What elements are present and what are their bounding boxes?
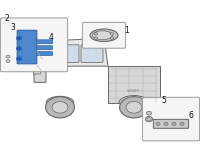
Ellipse shape — [92, 31, 112, 40]
Text: 1: 1 — [125, 26, 129, 35]
Circle shape — [156, 122, 160, 125]
Circle shape — [16, 47, 22, 50]
Polygon shape — [108, 66, 160, 103]
Circle shape — [164, 122, 168, 125]
Circle shape — [6, 60, 10, 62]
Circle shape — [94, 37, 98, 40]
Polygon shape — [34, 63, 46, 82]
FancyBboxPatch shape — [37, 52, 52, 55]
Circle shape — [126, 101, 142, 113]
Text: 6: 6 — [189, 111, 193, 120]
Circle shape — [110, 37, 114, 40]
Circle shape — [147, 118, 151, 121]
Circle shape — [6, 55, 10, 58]
Text: 3: 3 — [11, 23, 15, 32]
Ellipse shape — [90, 29, 118, 42]
Text: NISSAN: NISSAN — [127, 89, 140, 93]
FancyBboxPatch shape — [0, 18, 68, 72]
FancyBboxPatch shape — [33, 66, 41, 74]
FancyBboxPatch shape — [81, 45, 103, 62]
Text: 5: 5 — [162, 96, 166, 105]
Circle shape — [110, 32, 114, 35]
Circle shape — [146, 111, 152, 115]
Circle shape — [180, 122, 184, 125]
FancyBboxPatch shape — [142, 97, 200, 141]
Circle shape — [16, 36, 22, 40]
FancyBboxPatch shape — [153, 119, 189, 128]
Circle shape — [145, 116, 153, 122]
FancyBboxPatch shape — [82, 22, 126, 48]
Circle shape — [94, 32, 98, 35]
FancyBboxPatch shape — [37, 40, 52, 44]
FancyBboxPatch shape — [17, 30, 37, 64]
Circle shape — [120, 97, 148, 118]
Circle shape — [46, 97, 74, 118]
FancyBboxPatch shape — [53, 45, 79, 62]
Circle shape — [52, 101, 68, 113]
FancyBboxPatch shape — [37, 46, 52, 50]
Circle shape — [16, 57, 22, 61]
Circle shape — [172, 122, 176, 125]
Polygon shape — [36, 38, 108, 66]
Text: 4: 4 — [49, 33, 53, 42]
Text: 2: 2 — [5, 14, 9, 23]
